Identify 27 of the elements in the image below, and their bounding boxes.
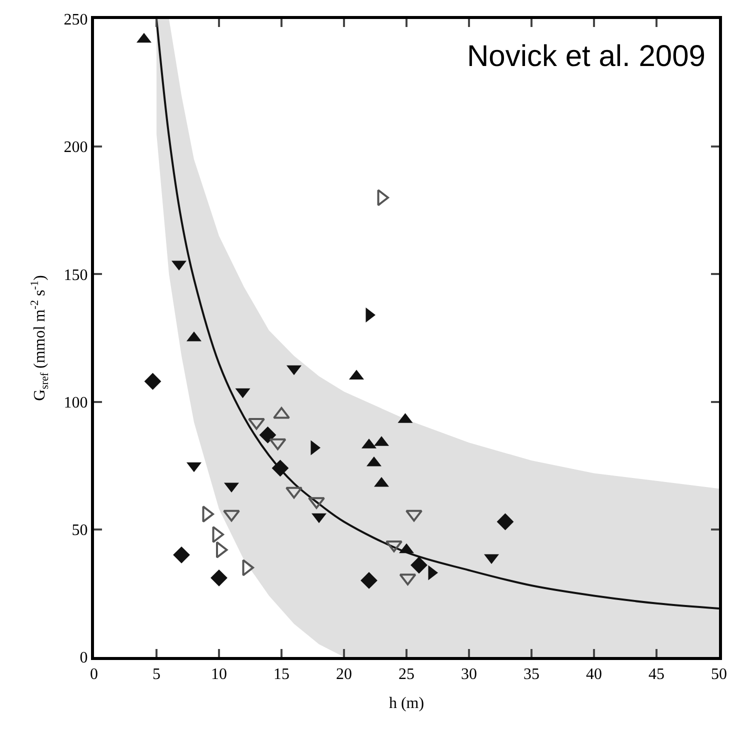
y-tick-label: 250 — [64, 12, 88, 29]
annotation: Novick et al. 2009 — [467, 40, 706, 73]
point — [269, 438, 286, 450]
x-tick-label: 50 — [711, 666, 727, 684]
x-tick-label: 30 — [461, 666, 477, 684]
x-tick-label: 25 — [398, 666, 414, 684]
point — [410, 556, 428, 574]
y-tick-label: 0 — [80, 650, 88, 667]
point — [144, 372, 162, 390]
point — [272, 460, 289, 477]
x-tick-label: 35 — [524, 666, 540, 684]
y-tick-label: 150 — [64, 266, 88, 284]
point — [360, 572, 378, 589]
x-tick-label: 10 — [211, 666, 227, 684]
y-tick-label: 100 — [64, 394, 88, 412]
point — [173, 546, 190, 564]
point — [259, 426, 276, 444]
y-tick-label: 200 — [64, 139, 88, 156]
x-tick-label: 5 — [152, 666, 160, 684]
point — [496, 513, 514, 530]
x-tick-label: 45 — [648, 666, 664, 684]
x-tick-label: 20 — [336, 666, 352, 684]
x-tick-label: 40 — [586, 666, 602, 684]
y-tick-label: 50 — [72, 522, 88, 539]
x-axis-title: h (m) — [388, 694, 424, 712]
point — [210, 569, 228, 586]
x-tick-label: 15 — [274, 666, 290, 684]
